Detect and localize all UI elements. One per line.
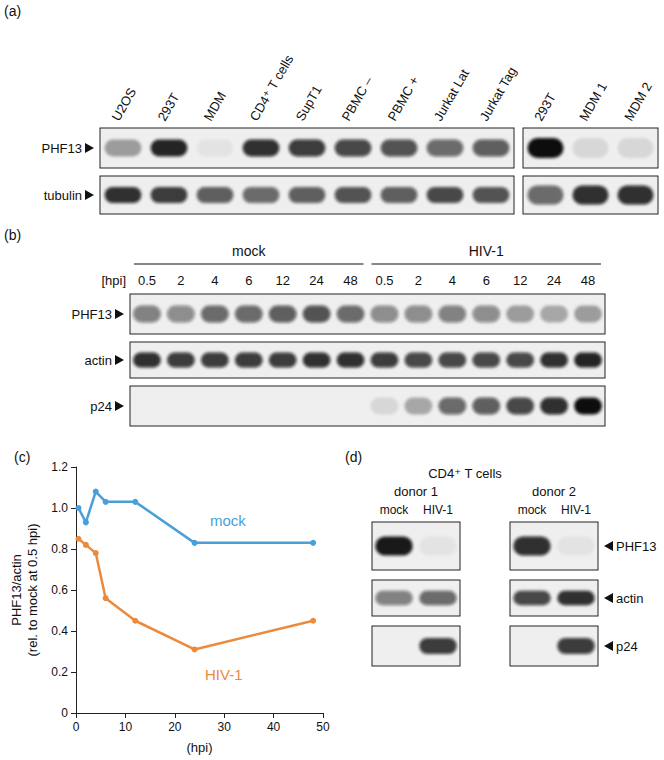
svg-text:50: 50 <box>316 720 330 734</box>
svg-text:(d): (d) <box>345 449 362 465</box>
svg-text:SupT1: SupT1 <box>293 83 325 124</box>
svg-text:HIV-1: HIV-1 <box>561 503 591 517</box>
svg-text:CD4⁺ T cells: CD4⁺ T cells <box>428 466 502 481</box>
svg-text:0.5: 0.5 <box>375 273 393 288</box>
svg-text:Jurkat Tag: Jurkat Tag <box>477 64 520 123</box>
svg-text:CD4⁺ T cells: CD4⁺ T cells <box>247 52 297 124</box>
svg-text:donor 1: donor 1 <box>394 484 438 499</box>
svg-text:(c): (c) <box>14 449 30 465</box>
svg-text:p24: p24 <box>90 399 112 414</box>
svg-text:Jurkat Lat: Jurkat Lat <box>431 66 473 123</box>
svg-text:MDM: MDM <box>201 89 230 123</box>
svg-text:[hpi]: [hpi] <box>101 273 126 288</box>
svg-text:0.5: 0.5 <box>138 273 156 288</box>
svg-text:PHF13: PHF13 <box>616 539 656 554</box>
svg-text:HIV-1: HIV-1 <box>205 666 243 683</box>
svg-text:tubulin: tubulin <box>44 188 82 203</box>
svg-text:293T: 293T <box>531 90 559 123</box>
svg-text:(b): (b) <box>4 227 21 243</box>
svg-text:40: 40 <box>267 720 281 734</box>
svg-text:PHF13: PHF13 <box>72 307 112 322</box>
svg-text:2: 2 <box>415 273 422 288</box>
svg-text:1.2: 1.2 <box>51 460 68 474</box>
svg-text:actin: actin <box>85 353 112 368</box>
svg-text:MDM 1: MDM 1 <box>576 80 610 124</box>
svg-text:24: 24 <box>309 273 323 288</box>
svg-text:6: 6 <box>483 273 490 288</box>
svg-text:20: 20 <box>168 720 182 734</box>
svg-text:HIV-1: HIV-1 <box>423 503 453 517</box>
svg-text:1.0: 1.0 <box>51 501 68 515</box>
svg-text:PHF13/actin: PHF13/actin <box>9 554 24 626</box>
svg-text:4: 4 <box>449 273 456 288</box>
svg-text:0: 0 <box>61 706 68 720</box>
svg-text:2: 2 <box>177 273 184 288</box>
svg-text:0.2: 0.2 <box>51 665 68 679</box>
svg-text:48: 48 <box>343 273 357 288</box>
svg-text:4: 4 <box>211 273 218 288</box>
svg-text:6: 6 <box>245 273 252 288</box>
svg-text:mock: mock <box>210 512 246 529</box>
svg-text:12: 12 <box>275 273 289 288</box>
svg-text:PBMC +: PBMC + <box>385 74 422 124</box>
svg-text:0.8: 0.8 <box>51 542 68 556</box>
svg-text:donor 2: donor 2 <box>532 484 576 499</box>
svg-text:(a): (a) <box>4 3 21 19</box>
svg-text:30: 30 <box>218 720 232 734</box>
svg-text:0.4: 0.4 <box>51 624 68 638</box>
svg-text:10: 10 <box>119 720 133 734</box>
svg-text:24: 24 <box>547 273 561 288</box>
svg-text:PBMC –: PBMC – <box>339 73 377 123</box>
svg-text:48: 48 <box>581 273 595 288</box>
svg-text:HIV-1: HIV-1 <box>469 243 504 259</box>
svg-text:(rel. to mock at 0.5 hpi): (rel. to mock at 0.5 hpi) <box>25 524 40 657</box>
svg-text:PHF13: PHF13 <box>42 141 82 156</box>
svg-text:U2OS: U2OS <box>109 85 140 123</box>
svg-text:0: 0 <box>73 720 80 734</box>
svg-text:actin: actin <box>616 591 643 606</box>
svg-text:12: 12 <box>513 273 527 288</box>
svg-text:p24: p24 <box>616 639 638 654</box>
svg-text:mock: mock <box>518 503 548 517</box>
svg-text:mock: mock <box>380 503 410 517</box>
svg-text:0.6: 0.6 <box>51 583 68 597</box>
svg-text:MDM 2: MDM 2 <box>621 80 655 124</box>
svg-text:mock: mock <box>232 243 266 259</box>
svg-text:293T: 293T <box>155 90 183 123</box>
svg-text:(hpi): (hpi) <box>186 740 212 755</box>
